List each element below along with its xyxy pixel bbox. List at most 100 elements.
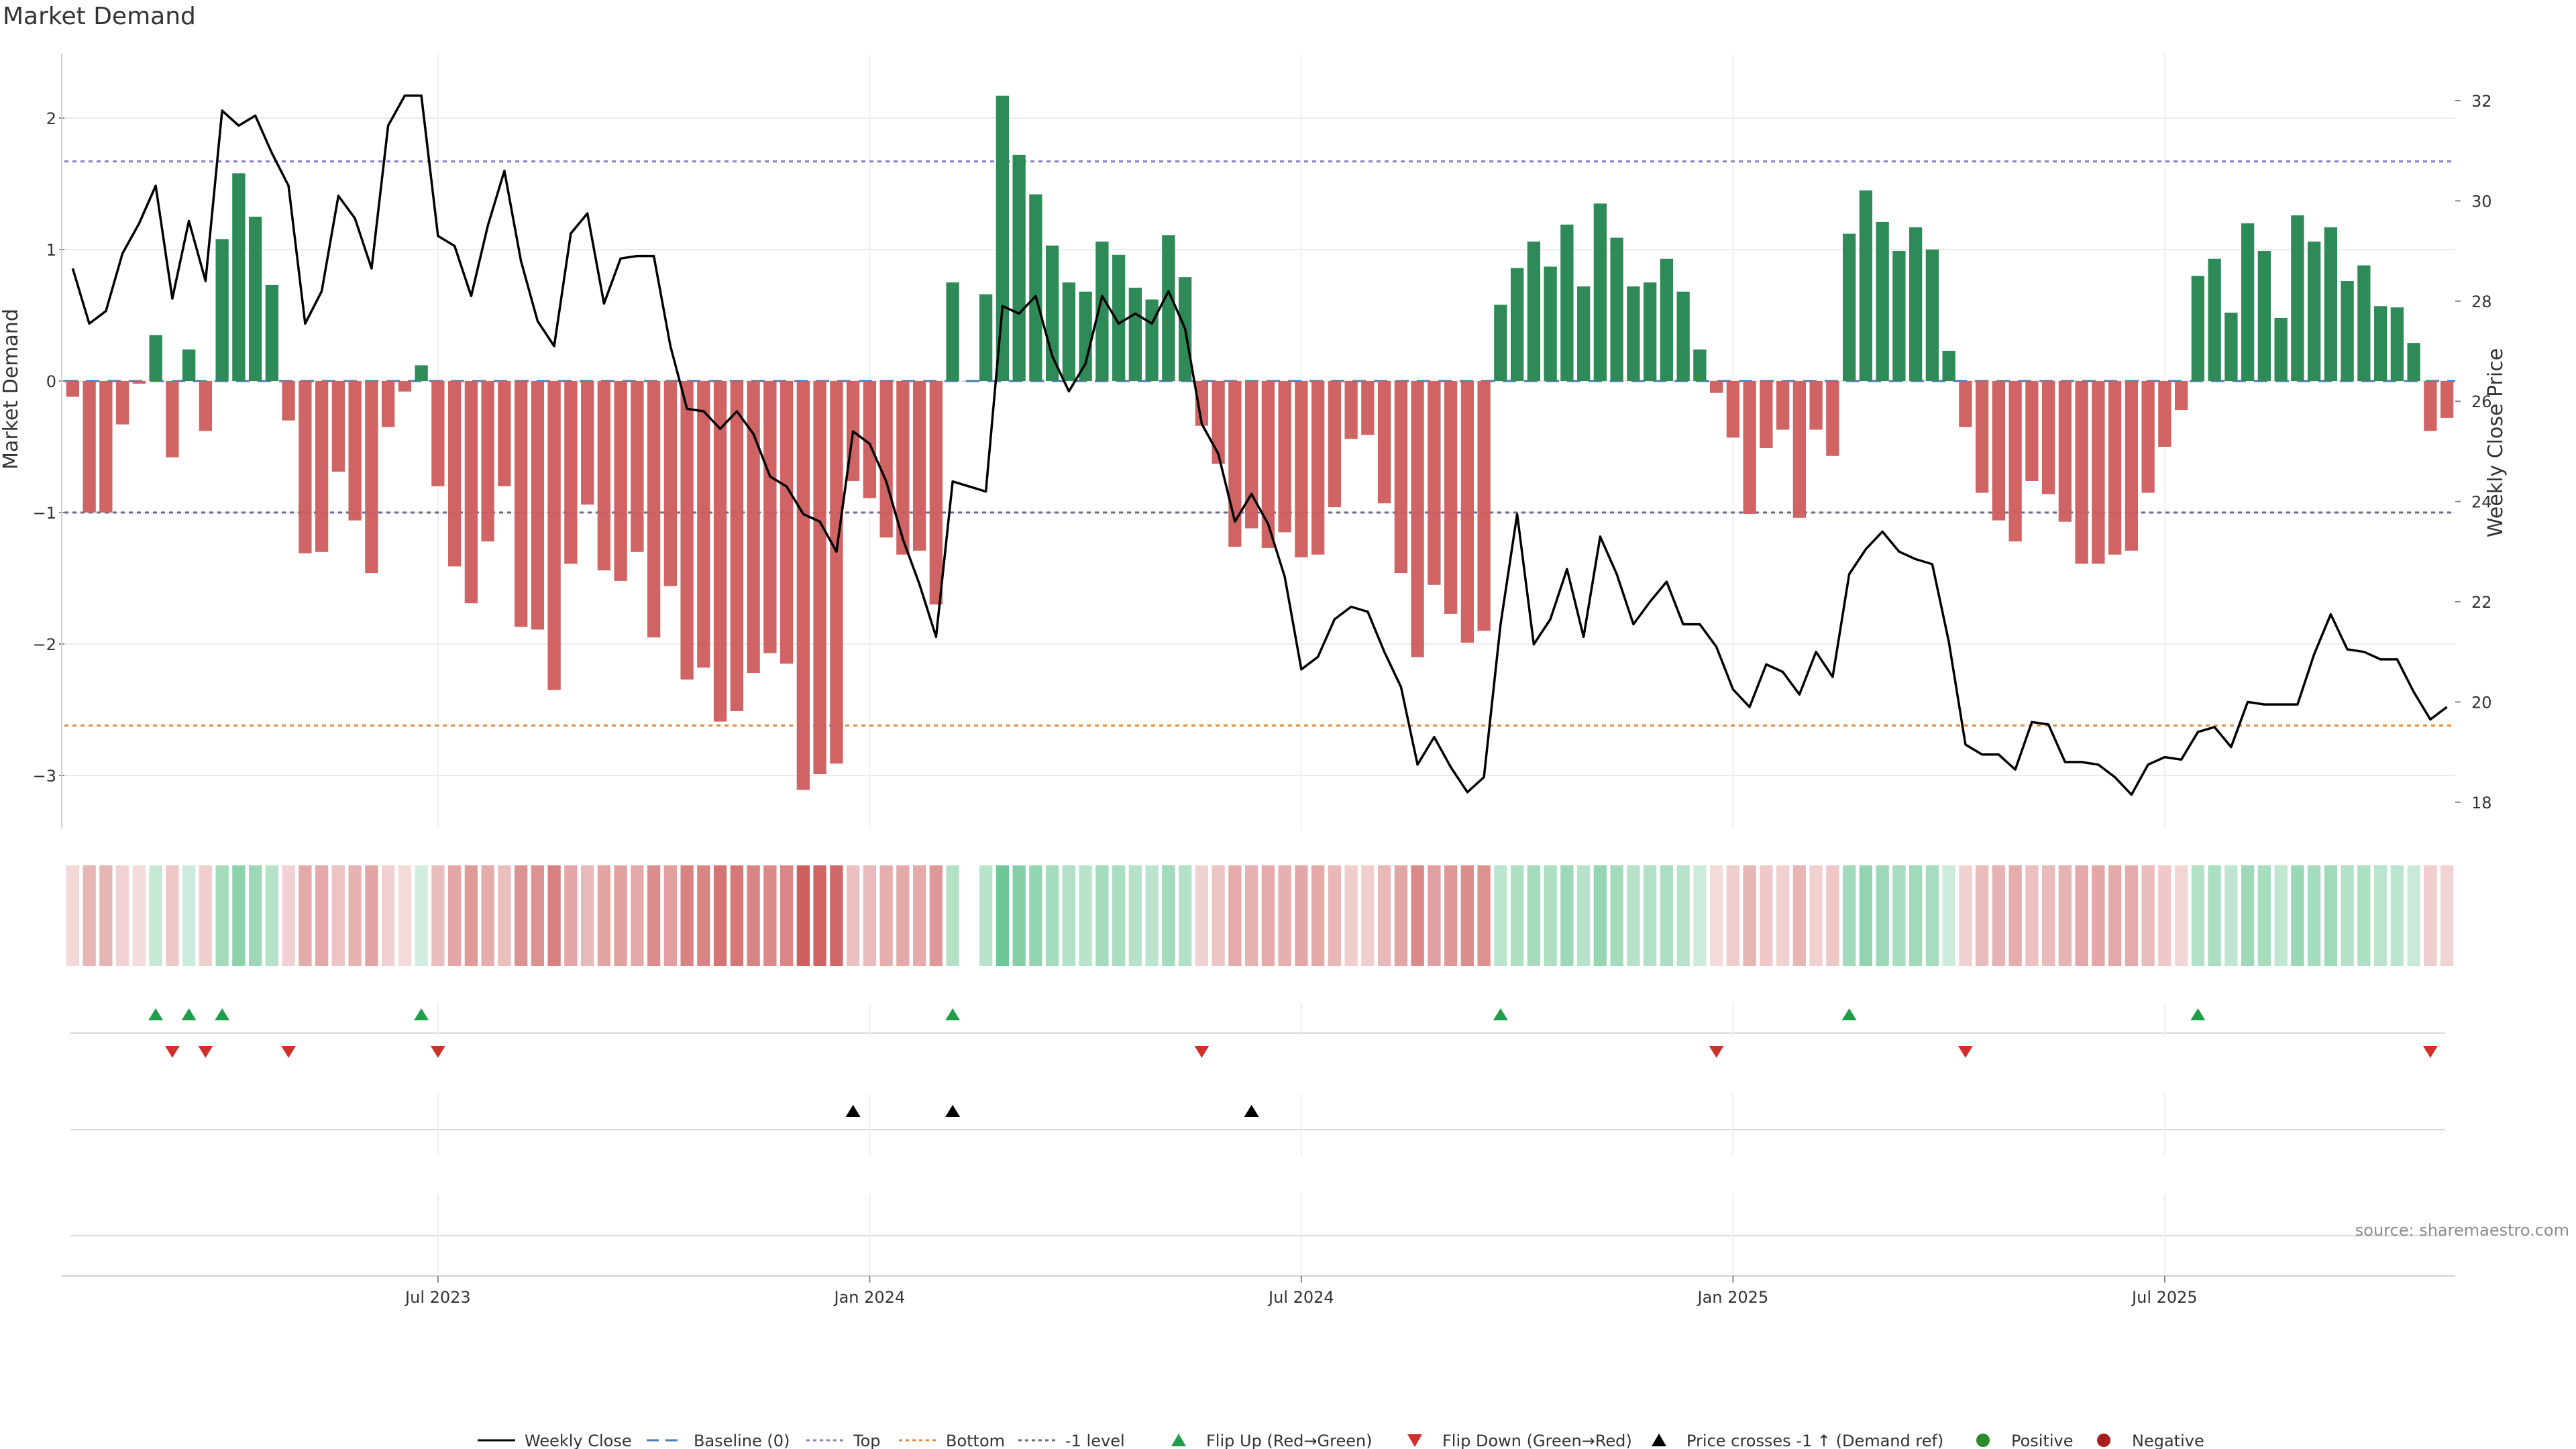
demand-bar	[182, 349, 196, 381]
heat-cell	[1842, 865, 1856, 966]
demand-bar	[896, 381, 910, 555]
demand-bar	[481, 381, 494, 542]
heat-cell	[730, 865, 744, 966]
source-label: source: sharemaestro.com	[2355, 1221, 2569, 1240]
demand-bar	[1029, 194, 1042, 381]
heat-cell	[2141, 865, 2155, 966]
heat-cell	[2341, 865, 2354, 966]
demand-bar	[1145, 299, 1159, 381]
heat-cell	[946, 865, 959, 966]
x-tick-label: Jan 2025	[1697, 1288, 1769, 1307]
heat-cell	[1494, 865, 1507, 966]
heat-cell	[1643, 865, 1657, 966]
flip-up-marker	[1841, 1008, 1857, 1020]
demand-bar	[331, 381, 345, 472]
heat-cell	[663, 865, 678, 966]
legend-swatch	[1976, 1434, 1990, 1447]
flip-up-marker	[2190, 1008, 2206, 1020]
y-tick-label-left: −2	[33, 635, 56, 654]
price-cross-marker	[1244, 1105, 1259, 1117]
demand-bar	[531, 381, 545, 630]
flip-down-marker	[430, 1046, 445, 1058]
heat-cell	[514, 865, 528, 966]
heat-cell	[2208, 865, 2221, 966]
demand-bar	[680, 381, 694, 680]
legend-label: Flip Up (Red→Green)	[1206, 1432, 1373, 1449]
legend-label: -1 level	[1065, 1432, 1125, 1449]
heat-cell	[2407, 865, 2420, 966]
demand-bar	[2274, 317, 2288, 381]
heat-cell	[215, 865, 229, 966]
heat-cell	[929, 865, 943, 966]
demand-bar	[1660, 258, 1674, 381]
heat-cell	[2274, 865, 2288, 966]
heat-cell	[447, 865, 462, 966]
heat-cell	[1544, 865, 1557, 966]
demand-bar	[1627, 286, 1640, 381]
demand-bar	[2373, 306, 2387, 381]
heat-cell	[1925, 865, 1939, 966]
demand-bar	[2158, 381, 2171, 447]
heat-cell	[1095, 865, 1109, 966]
demand-bar	[1295, 381, 1308, 557]
heat-cell	[1859, 865, 1873, 966]
x-tick-label: Jul 2025	[2131, 1288, 2198, 1307]
heat-cell	[1726, 865, 1740, 966]
heat-cell	[879, 865, 893, 966]
demand-bar	[2174, 381, 2188, 411]
flip-down-marker	[1709, 1046, 1724, 1058]
demand-bar	[265, 284, 279, 381]
demand-bar	[1012, 154, 1026, 381]
demand-bar	[1892, 250, 1906, 381]
heat-cell	[2390, 865, 2404, 966]
heat-cell	[166, 865, 179, 966]
heat-cell	[1295, 865, 1308, 966]
demand-bar	[1959, 381, 1972, 427]
demand-bar	[2208, 258, 2221, 381]
heat-cell	[1261, 865, 1275, 966]
demand-bar	[1776, 381, 1790, 430]
reference-lines	[64, 160, 2455, 727]
heat-cell	[1610, 865, 1623, 966]
heat-cell	[1826, 865, 1839, 966]
heat-cell	[2058, 865, 2072, 966]
demand-bar	[2407, 343, 2420, 381]
y-tick-label-right: 24	[2471, 493, 2492, 512]
axes: 2 1 0 −1 −2 −3 32 30 28 26 24 22 20 18	[33, 54, 2492, 828]
demand-bar	[1162, 235, 1175, 381]
legend-label: Negative	[2132, 1432, 2204, 1449]
demand-bar	[115, 381, 129, 425]
heat-cell	[830, 865, 843, 966]
demand-bar	[1643, 282, 1657, 381]
price-cross-marker	[945, 1105, 961, 1117]
heat-cell	[2125, 865, 2139, 966]
demand-bar	[2390, 307, 2404, 381]
legend-swatch	[2097, 1434, 2110, 1447]
heat-cell	[1344, 865, 1358, 966]
heat-cell	[2357, 865, 2371, 966]
heat-cell	[415, 865, 428, 966]
y-tick-label-right: 18	[2471, 794, 2492, 812]
heat-cell	[481, 865, 494, 966]
demand-bar	[730, 381, 744, 711]
heat-cell	[2224, 865, 2238, 966]
weekly-close-line	[71, 94, 2448, 796]
heat-cell	[1377, 865, 1391, 966]
heat-cell	[2075, 865, 2088, 966]
heat-cell	[1776, 865, 1790, 966]
demand-bar	[580, 381, 594, 505]
event-markers	[70, 1003, 2445, 1275]
demand-bar	[1428, 381, 1441, 585]
y-tick-label-left: −1	[33, 504, 56, 523]
heat-cell	[83, 865, 96, 966]
heat-cell	[1145, 865, 1159, 966]
chart-title: Market Demand	[3, 3, 196, 30]
legend-label: Top	[853, 1432, 881, 1449]
heat-cell	[1079, 865, 1092, 966]
demand-bar	[2257, 250, 2271, 381]
demand-bar	[1610, 237, 1623, 381]
demand-bar	[1876, 221, 1889, 381]
heat-cell	[580, 865, 594, 966]
heat-cell	[132, 865, 146, 966]
y-tick-label-right: 30	[2471, 192, 2492, 211]
